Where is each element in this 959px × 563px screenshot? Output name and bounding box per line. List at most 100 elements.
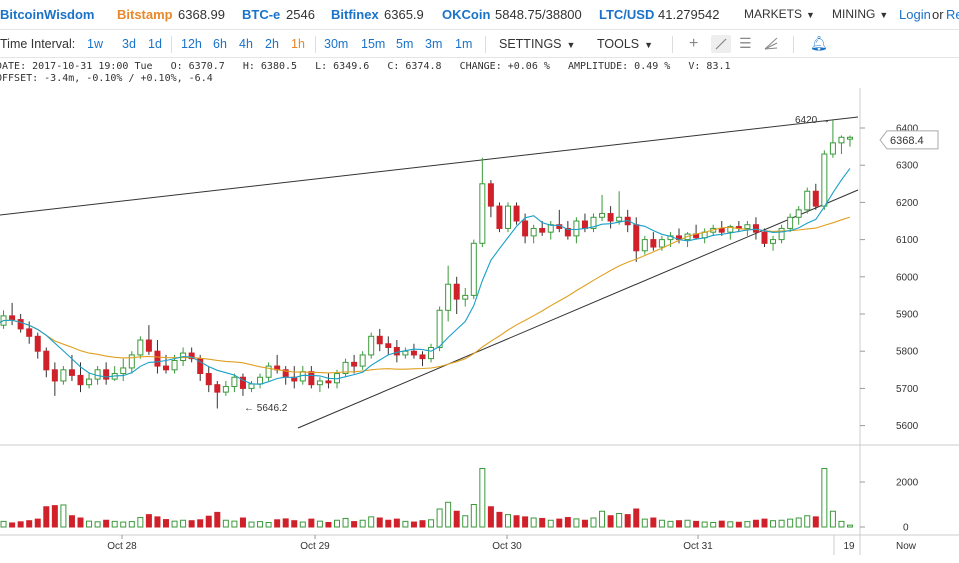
volume-bar	[137, 517, 144, 528]
settings-label: SETTINGS	[499, 37, 562, 51]
volume-bar	[513, 515, 520, 528]
ticker-exchange-4[interactable]: LTC/USD	[599, 7, 655, 22]
volume-bar	[547, 519, 554, 528]
current-price-label: 6368.4	[890, 135, 924, 147]
interval-12h[interactable]: 12h	[181, 37, 202, 51]
volume-bar	[761, 518, 768, 528]
candle-body	[316, 380, 323, 386]
settings-menu[interactable]: SETTINGS ▼	[499, 37, 575, 51]
candle-body	[34, 335, 41, 352]
ticker-price-0: 6368.99	[178, 7, 225, 22]
interval-3m[interactable]: 3m	[425, 37, 443, 51]
interval-5m[interactable]: 5m	[396, 37, 414, 51]
candle-body	[26, 328, 33, 337]
chart-axes: 6400 6300 6200 6100 6000 5900 5800 5700 5600 2000…	[107, 124, 918, 553]
volume-bar	[804, 515, 811, 528]
candle-body	[761, 231, 768, 244]
moving-averages	[0, 168, 851, 385]
ticker-exchange-3[interactable]: OKCoin	[442, 7, 491, 22]
candle-body	[120, 367, 127, 375]
now-label: Now	[896, 541, 917, 552]
volume-bar	[257, 521, 264, 528]
candlestick-series	[0, 120, 853, 409]
interval-15m[interactable]: 15m	[361, 37, 386, 51]
volume-bar	[342, 517, 349, 528]
candle-body	[9, 315, 16, 321]
volume-bar	[522, 516, 529, 528]
volume-bar	[145, 514, 152, 528]
interval-4h[interactable]: 4h	[239, 37, 253, 51]
volume-bar	[103, 519, 110, 528]
candle-body	[812, 190, 819, 207]
volume-bar	[86, 520, 93, 528]
chevron-down-icon: ▼	[879, 10, 889, 20]
or-text: or	[932, 7, 944, 22]
register-link[interactable]: Re	[946, 7, 959, 22]
interval-3d[interactable]: 3d	[122, 37, 136, 51]
ticker-exchange-0[interactable]: Bitstamp	[117, 7, 173, 22]
volume-bar	[735, 521, 742, 528]
mining-menu[interactable]: MINING ▼	[832, 7, 888, 21]
candle-body	[385, 343, 392, 348]
login-link[interactable]: Login	[899, 7, 931, 22]
ticker-exchange-2[interactable]: Bitfinex	[331, 7, 379, 22]
volume-bar	[17, 521, 24, 528]
high-annotation: 6420 →	[795, 115, 830, 126]
interval-1d[interactable]: 1d	[148, 37, 162, 51]
candle-body	[248, 383, 255, 389]
interval-30m[interactable]: 30m	[324, 37, 349, 51]
volume-bar	[607, 515, 614, 528]
candle-body	[163, 365, 169, 371]
time-tick-label-end: 19	[843, 541, 855, 552]
volume-bar	[299, 521, 306, 528]
candle-body	[658, 239, 665, 248]
ticker-price-2: 6365.9	[384, 7, 424, 22]
volume-bar	[693, 520, 700, 528]
volume-bar	[368, 516, 375, 528]
volume-bar	[154, 516, 161, 528]
candle-body	[530, 227, 537, 237]
ticker-exchange-1[interactable]: BTC-e	[242, 7, 281, 22]
interval-1m[interactable]: 1m	[455, 37, 473, 51]
candle-body	[470, 242, 477, 296]
interval-1h[interactable]: 1h	[291, 37, 305, 51]
volume-bar	[633, 508, 640, 528]
volume-bar	[26, 520, 33, 528]
markets-menu[interactable]: MARKETS ▼	[744, 7, 815, 21]
chart-annotations: 6420 → ← 5646.2 6368.4	[244, 115, 939, 414]
candle-body	[308, 371, 315, 386]
brand-logo[interactable]: BitcoinWisdom	[0, 7, 95, 22]
volume-bar	[684, 519, 691, 528]
candle-body	[51, 369, 58, 382]
candle-body	[479, 183, 486, 244]
volume-bar	[163, 519, 169, 528]
moving-average-fast	[0, 168, 851, 385]
candle-body	[231, 376, 238, 388]
interval-1w[interactable]: 1w	[87, 37, 103, 51]
volume-tick-label: 2000	[896, 478, 919, 489]
line-tool-icon[interactable]	[711, 35, 731, 53]
trend-lines	[0, 116, 859, 429]
bell-icon[interactable]: 🔔︎	[810, 35, 828, 51]
candle-body	[718, 227, 725, 233]
interval-6h[interactable]: 6h	[213, 37, 227, 51]
candle-body	[505, 205, 511, 229]
candle-body	[86, 378, 93, 386]
volume-bar	[180, 519, 187, 528]
volume-bar	[710, 522, 717, 528]
candle-body	[214, 384, 221, 393]
horizontal-lines-icon[interactable]: ☰	[739, 35, 752, 51]
crosshair-icon[interactable]: +	[689, 35, 699, 52]
interval-2h[interactable]: 2h	[265, 37, 279, 51]
volume-bar	[770, 520, 777, 528]
tools-menu[interactable]: TOOLS ▼	[597, 37, 653, 51]
volume-bar	[718, 520, 725, 528]
volume-bar	[676, 520, 682, 528]
volume-bar	[727, 521, 734, 528]
fan-tool-icon[interactable]	[763, 35, 779, 51]
volume-bar	[282, 518, 289, 528]
volume-bar	[650, 517, 657, 528]
price-tick-label: 5900	[896, 310, 919, 321]
candle-body	[351, 361, 358, 367]
